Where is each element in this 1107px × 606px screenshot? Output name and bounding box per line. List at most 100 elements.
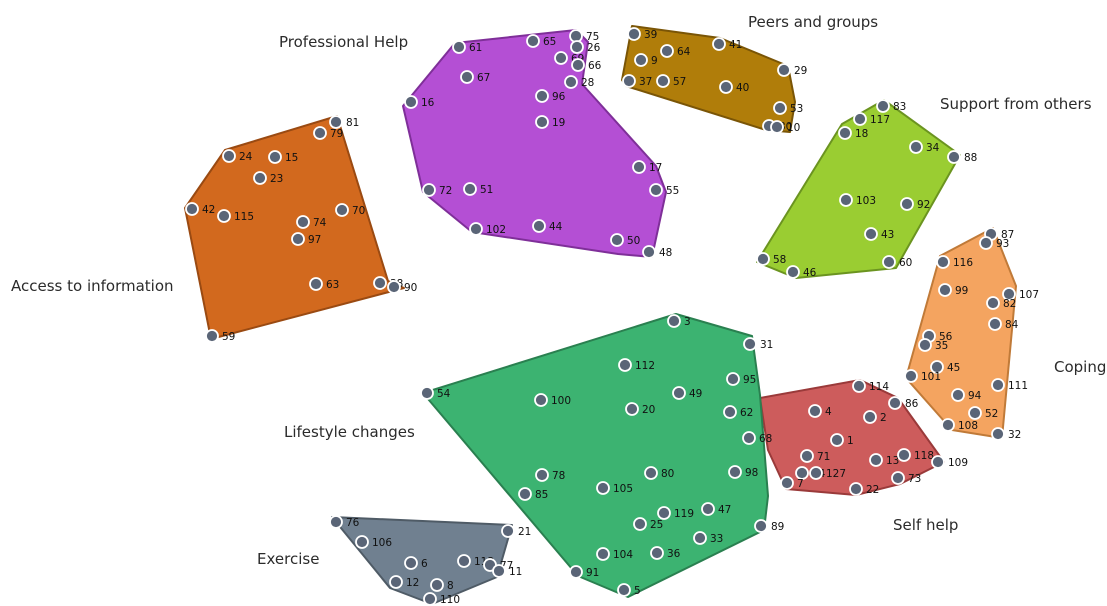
point-label-professional-61: 61 bbox=[469, 42, 482, 54]
point-access-97 bbox=[291, 232, 305, 246]
point-lifestyle-47 bbox=[701, 502, 715, 516]
point-label-exercise-106: 106 bbox=[372, 537, 392, 549]
cluster-label-access: Access to information bbox=[11, 277, 174, 295]
point-label-self-13: 13 bbox=[886, 455, 899, 467]
point-peers-41 bbox=[712, 37, 726, 51]
point-label-coping-111: 111 bbox=[1008, 380, 1028, 392]
point-label-coping-93: 93 bbox=[996, 238, 1009, 250]
point-professional-16 bbox=[404, 95, 418, 109]
point-access-81 bbox=[329, 115, 343, 129]
point-label-exercise-110: 110 bbox=[440, 594, 460, 606]
cluster-label-professional: Professional Help bbox=[279, 33, 408, 51]
point-label-professional-50: 50 bbox=[627, 235, 640, 247]
point-label-exercise-76: 76 bbox=[346, 517, 360, 529]
point-label-support-34: 34 bbox=[926, 142, 940, 154]
point-exercise-21 bbox=[501, 524, 515, 538]
point-lifestyle-100 bbox=[534, 393, 548, 407]
point-label-coping-56: 56 bbox=[939, 331, 953, 343]
point-label-support-88: 88 bbox=[964, 152, 977, 164]
point-label-access-115: 115 bbox=[234, 211, 254, 223]
point-self-73 bbox=[891, 471, 905, 485]
point-label-access-59: 59 bbox=[222, 331, 235, 343]
point-label-lifestyle-95: 95 bbox=[743, 374, 756, 386]
point-lifestyle-78 bbox=[535, 468, 549, 482]
point-access-63 bbox=[309, 277, 323, 291]
point-label-peers-40: 40 bbox=[736, 82, 749, 94]
cluster-label-layer: Access to information Professional Help … bbox=[11, 13, 1106, 568]
point-label-access-24: 24 bbox=[239, 151, 253, 163]
point-label-peers-53: 53 bbox=[790, 103, 803, 115]
point-professional-102 bbox=[469, 222, 483, 236]
point-peers-29 bbox=[777, 63, 791, 77]
point-lifestyle-105 bbox=[596, 481, 610, 495]
point-label-professional-17: 17 bbox=[649, 162, 662, 174]
point-label-self-22: 22 bbox=[866, 484, 879, 496]
point-support-18 bbox=[838, 126, 852, 140]
cluster-label-lifestyle: Lifestyle changes bbox=[284, 423, 415, 441]
point-access-70 bbox=[335, 203, 349, 217]
point-label-coping-32: 32 bbox=[1008, 429, 1021, 441]
point-label-support-43: 43 bbox=[881, 229, 894, 241]
point-professional-72 bbox=[422, 183, 436, 197]
point-lifestyle-25 bbox=[633, 517, 647, 531]
point-label-peers-39: 39 bbox=[644, 29, 657, 41]
point-label-coping-35: 35 bbox=[935, 340, 948, 352]
point-label-access-81: 81 bbox=[346, 117, 359, 129]
point-professional-69 bbox=[554, 51, 568, 65]
point-support-43 bbox=[864, 227, 878, 241]
point-peers-53 bbox=[773, 101, 787, 115]
point-label-support-103: 103 bbox=[856, 195, 876, 207]
point-support-60 bbox=[882, 255, 896, 269]
point-coping-108 bbox=[941, 418, 955, 432]
point-label-lifestyle-112: 112 bbox=[635, 360, 655, 372]
point-professional-28 bbox=[564, 75, 578, 89]
point-lifestyle-31 bbox=[743, 337, 757, 351]
point-label-access-79: 79 bbox=[330, 128, 343, 140]
point-label-coping-101: 101 bbox=[921, 371, 941, 383]
point-peers-40 bbox=[719, 80, 733, 94]
point-label-lifestyle-20: 20 bbox=[642, 404, 655, 416]
hull-professional bbox=[402, 29, 667, 258]
point-lifestyle-104 bbox=[596, 547, 610, 561]
point-access-115 bbox=[217, 209, 231, 223]
point-label-lifestyle-119: 119 bbox=[674, 508, 694, 520]
point-label-professional-66: 66 bbox=[588, 60, 602, 72]
point-label-professional-26: 26 bbox=[587, 42, 601, 54]
point-coping-32 bbox=[991, 427, 1005, 441]
point-self-4 bbox=[808, 404, 822, 418]
point-coping-111 bbox=[991, 378, 1005, 392]
point-label-lifestyle-33: 33 bbox=[710, 533, 723, 545]
point-peers-37 bbox=[622, 74, 636, 88]
point-coping-101 bbox=[904, 369, 918, 383]
cluster-label-support: Support from others bbox=[940, 95, 1092, 113]
point-label-professional-96: 96 bbox=[552, 91, 566, 103]
point-coping-99 bbox=[938, 283, 952, 297]
point-label-coping-84: 84 bbox=[1005, 319, 1019, 331]
point-label-coping-94: 94 bbox=[968, 390, 982, 402]
point-lifestyle-119 bbox=[657, 506, 671, 520]
point-label-lifestyle-104: 104 bbox=[613, 549, 633, 561]
point-label-lifestyle-31: 31 bbox=[760, 339, 773, 351]
point-professional-66 bbox=[571, 58, 585, 72]
point-exercise-110 bbox=[423, 592, 437, 606]
point-coping-107 bbox=[1002, 287, 1016, 301]
point-access-59 bbox=[205, 329, 219, 343]
point-lifestyle-62 bbox=[723, 405, 737, 419]
point-lifestyle-89 bbox=[754, 519, 768, 533]
point-label-self-1: 1 bbox=[847, 435, 854, 447]
point-label-peers-64: 64 bbox=[677, 46, 691, 58]
point-peers-64 bbox=[660, 44, 674, 58]
point-label-self-109: 109 bbox=[948, 457, 968, 469]
point-label-exercise-12: 12 bbox=[406, 577, 419, 589]
point-exercise-113 bbox=[457, 554, 471, 568]
point-self-22 bbox=[849, 482, 863, 496]
point-lifestyle-91 bbox=[569, 565, 583, 579]
point-self-118 bbox=[897, 448, 911, 462]
point-label-professional-16: 16 bbox=[421, 97, 435, 109]
point-label-coping-45: 45 bbox=[947, 362, 960, 374]
point-label-professional-19: 19 bbox=[552, 117, 565, 129]
point-professional-51 bbox=[463, 182, 477, 196]
point-label-support-18: 18 bbox=[855, 128, 868, 140]
point-self-109 bbox=[931, 455, 945, 469]
point-exercise-106 bbox=[355, 535, 369, 549]
